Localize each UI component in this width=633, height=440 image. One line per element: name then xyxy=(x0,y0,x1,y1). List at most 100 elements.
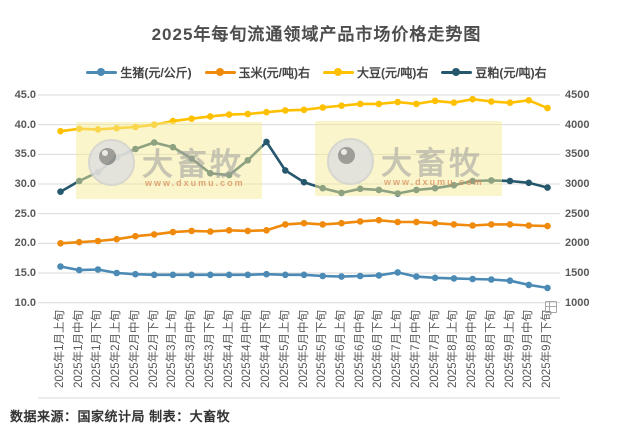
series-marker-corn xyxy=(375,216,383,224)
series-marker-pig xyxy=(544,284,551,292)
series-marker-pig xyxy=(413,273,420,280)
series-marker-pig xyxy=(113,269,120,277)
series-marker-corn xyxy=(207,228,214,235)
watermark-url: www.dxumu.com xyxy=(384,177,484,187)
series-marker-soybean xyxy=(525,97,533,104)
watermark-brand: 大畜牧 xyxy=(381,146,483,181)
chart-title: 2025年每旬流通领域产品市场价格走势图 xyxy=(151,25,482,44)
series-marker-soybean xyxy=(375,100,383,108)
series-marker-pig xyxy=(394,269,402,276)
watermark-url: www.dxumu.com xyxy=(145,178,245,188)
series-marker-soybean xyxy=(413,100,420,108)
watermark-logo-icon xyxy=(327,138,374,185)
series-marker-soybean xyxy=(319,104,327,111)
y-axis-label-left: 45.0 xyxy=(14,89,36,101)
series-marker-pig xyxy=(263,270,270,278)
series-marker-corn xyxy=(188,227,195,235)
legend-item-soymeal: 豆粕(元/吨)右 xyxy=(441,64,547,81)
y-axis-label-left: 25.0 xyxy=(14,207,36,220)
y-axis-label-right: 4500 xyxy=(565,89,590,101)
legend-label-corn: 玉米(元/吨)右 xyxy=(238,65,310,80)
series-marker-pig xyxy=(525,281,533,289)
y-axis-label-right: 1500 xyxy=(565,267,590,280)
series-marker-corn xyxy=(338,219,345,227)
data-source-label: 数据来源：国家统计局 xyxy=(10,409,146,424)
y-axis-label-left: 40.0 xyxy=(14,118,36,131)
series-marker-corn xyxy=(263,227,270,234)
series-marker-pig xyxy=(169,271,177,279)
y-axis-label-right: 1000 xyxy=(565,296,590,309)
series-marker-soybean xyxy=(488,98,495,105)
series-marker-pig xyxy=(94,266,102,273)
series-marker-soymeal xyxy=(525,179,533,187)
series-marker-corn xyxy=(319,221,327,228)
series-marker-soybean xyxy=(431,97,439,105)
watermark-box-left: 大畜牧 www.dxumu.com xyxy=(76,122,262,199)
series-marker-corn xyxy=(169,228,177,236)
series-marker-soymeal xyxy=(300,178,308,186)
legend-swatch-pig xyxy=(86,65,118,79)
series-marker-pig xyxy=(244,271,252,279)
series-marker-soymeal xyxy=(282,167,289,174)
series-marker-pig xyxy=(188,271,195,279)
y-axis-label-left: 10.0 xyxy=(14,296,36,309)
series-marker-pig xyxy=(431,274,439,282)
series-marker-corn xyxy=(544,222,551,230)
series-marker-pig xyxy=(356,272,364,280)
series-marker-corn xyxy=(113,235,120,243)
watermark-box-right: 大畜牧 www.dxumu.com xyxy=(315,121,502,196)
series-marker-soymeal xyxy=(506,177,514,185)
series-marker-soybean xyxy=(469,95,476,103)
series-marker-soybean xyxy=(544,104,551,112)
series-marker-soybean xyxy=(394,98,402,106)
series-marker-soybean xyxy=(57,127,64,135)
series-marker-pig xyxy=(338,273,345,280)
series-marker-soybean xyxy=(356,100,364,108)
series-marker-pig xyxy=(450,275,458,282)
chart-footer: 数据来源：国家统计局 制表：大畜牧 xyxy=(10,406,230,425)
series-marker-corn xyxy=(469,222,476,229)
series-marker-soybean xyxy=(188,115,195,122)
legend-label-soymeal: 豆粕(元/吨)右 xyxy=(475,65,547,80)
series-marker-pig xyxy=(375,272,383,279)
legend-swatch-corn xyxy=(204,65,236,79)
y-axis-label-right: 4000 xyxy=(565,118,590,131)
chart-maker-label: 制表：大畜牧 xyxy=(149,409,231,424)
series-marker-corn xyxy=(356,218,364,225)
series-marker-pig xyxy=(506,277,514,285)
legend-swatch-soymeal xyxy=(441,65,473,79)
series-marker-corn xyxy=(488,221,495,228)
series-marker-soybean xyxy=(300,106,308,114)
series-marker-corn xyxy=(506,221,514,228)
series-marker-pig xyxy=(150,271,158,279)
series-marker-soybean xyxy=(207,113,214,120)
y-axis-label-right: 3500 xyxy=(565,148,590,161)
mini-table-icon xyxy=(545,301,557,313)
series-marker-soybean xyxy=(506,99,514,106)
series-marker-soybean xyxy=(244,110,252,118)
series-marker-corn xyxy=(525,222,533,229)
y-axis-label-left: 35.0 xyxy=(14,148,36,161)
series-marker-corn xyxy=(150,231,158,238)
series-marker-pig xyxy=(488,276,495,283)
series-marker-corn xyxy=(244,227,252,235)
legend-swatch-soybean xyxy=(323,65,354,79)
series-marker-soymeal xyxy=(57,188,64,195)
series-marker-pig xyxy=(207,271,214,279)
series-marker-pig xyxy=(225,271,233,279)
series-marker-soybean xyxy=(282,107,289,114)
legend-label-soybean: 大豆(元/吨)右 xyxy=(357,65,429,80)
watermark-brand: 大畜牧 xyxy=(142,147,244,182)
series-marker-soymeal xyxy=(263,138,270,146)
legend-item-pig: 生猪(元/公斤) xyxy=(86,64,192,81)
series-marker-pig xyxy=(75,266,83,274)
y-axis-label-right: 2500 xyxy=(565,207,590,220)
series-marker-pig xyxy=(319,272,327,280)
legend-label-pig: 生猪(元/公斤) xyxy=(120,65,192,80)
series-marker-corn xyxy=(94,237,102,245)
series-marker-corn xyxy=(132,232,139,240)
series-marker-corn xyxy=(282,221,289,228)
legend-item-soybean: 大豆(元/吨)右 xyxy=(323,64,428,81)
